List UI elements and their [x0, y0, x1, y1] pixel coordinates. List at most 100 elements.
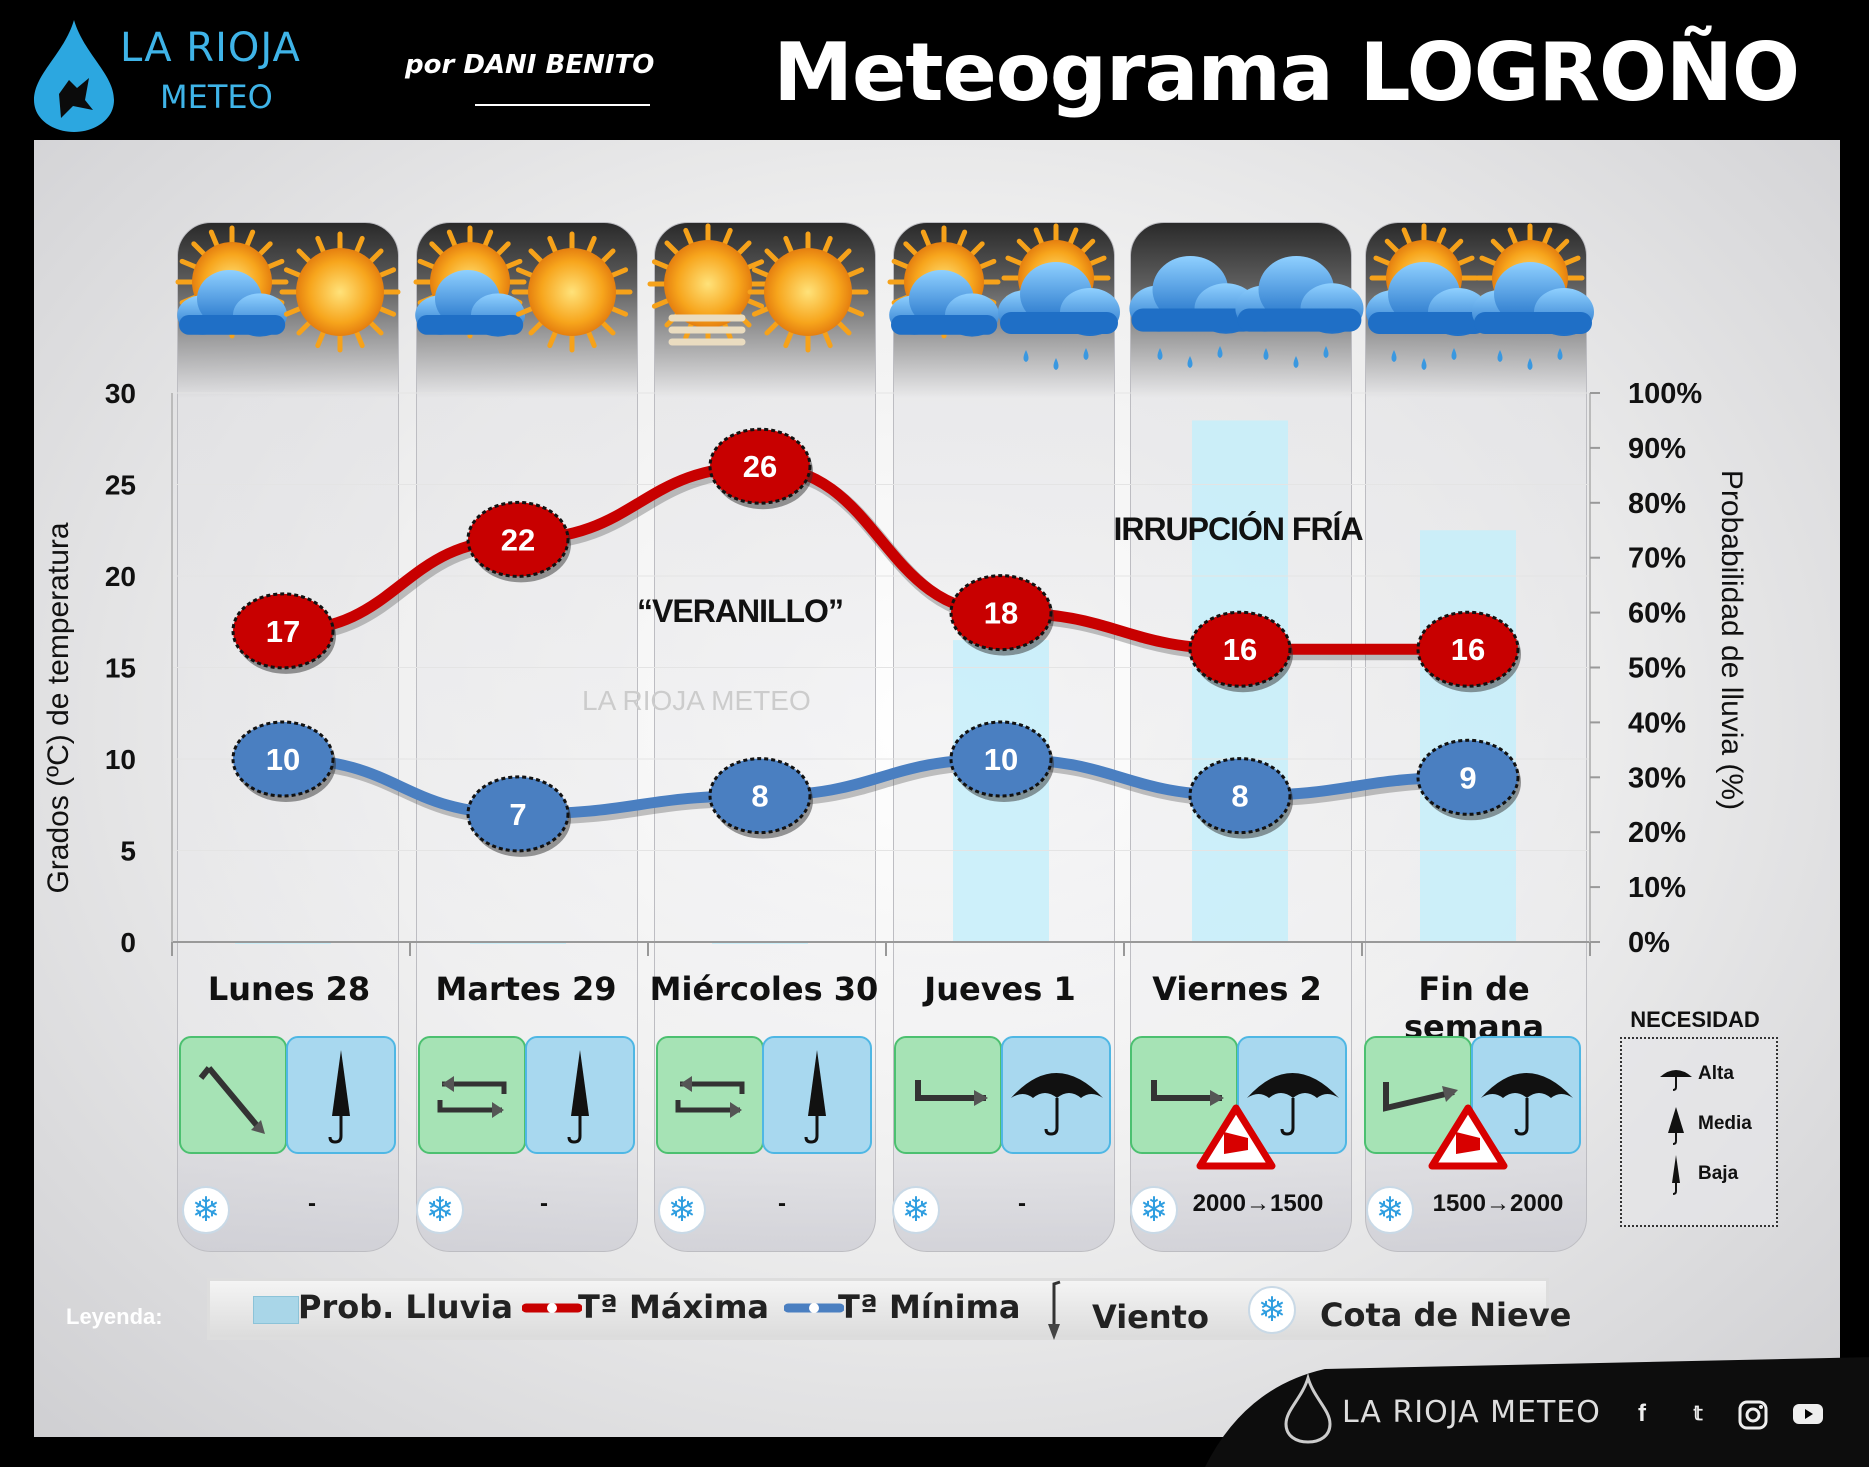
sun-ray: [1373, 255, 1392, 266]
footer-logo-drop-icon: [1284, 1374, 1332, 1444]
cloud-part: [417, 315, 524, 335]
sun-ray: [736, 240, 752, 256]
partly-cloudy-rain-icon: [998, 223, 1120, 370]
sun-ray: [1554, 238, 1570, 254]
umbrella-open-icon: [1481, 1073, 1573, 1136]
logo-drop-icon: [34, 20, 114, 132]
min-temp-point: [466, 775, 570, 853]
sun-ray: [191, 241, 207, 257]
min-temp-data-label: 10: [984, 742, 1018, 777]
sun-ray: [1436, 227, 1447, 246]
max-temp-point: [231, 592, 335, 670]
y-tick-label: 10: [105, 744, 136, 775]
cloudy-rain-icon: [1129, 256, 1258, 368]
sun-ray: [751, 267, 770, 278]
sun-ray: [257, 241, 273, 257]
snow-level-4: -: [1018, 1190, 1026, 1217]
sun-ray: [783, 330, 794, 349]
y2-tick-label: 60%: [1628, 598, 1686, 630]
sun-ray: [296, 248, 312, 264]
sun-ray: [722, 227, 733, 246]
sun-ray: [746, 298, 765, 309]
footer-brand: LA RIOJA METEO: [1342, 1395, 1601, 1430]
twitter-icon[interactable]: 𝕥: [1693, 1403, 1703, 1425]
byline-underline: [475, 104, 650, 106]
sun-ray: [179, 258, 198, 270]
sun-ray: [378, 267, 397, 278]
rain-drop: [1157, 348, 1163, 360]
sun-ray: [764, 248, 780, 264]
wind-arrow-w-icon: [915, 1080, 988, 1106]
y2-tick-label: 40%: [1628, 707, 1686, 739]
umbrella-closed-icon: [804, 1050, 826, 1144]
sun-ray: [1542, 227, 1553, 246]
rain-drop: [1421, 358, 1427, 370]
legend-wind-label: Viento: [1092, 1298, 1209, 1336]
sun-ray: [600, 248, 616, 264]
min-temp-point: [1188, 757, 1292, 835]
max-temp-point: [949, 574, 1053, 652]
y2-tick-label: 10%: [1628, 872, 1686, 904]
sun-ray: [586, 235, 597, 254]
sun-ray: [446, 229, 458, 248]
day-label-2: Martes 29: [435, 970, 617, 1008]
y2-tick-label: 50%: [1628, 653, 1686, 685]
max-temp-line-shadow: [285, 463, 1471, 661]
sun-ray: [651, 298, 670, 309]
necesidad-media: Media: [1698, 1113, 1752, 1134]
legend-min-label: Tª Mínima: [838, 1288, 1021, 1326]
day-label-1: Lunes 28: [207, 970, 371, 1008]
umbrella-box-2: [525, 1036, 635, 1154]
sun-ray: [296, 320, 312, 336]
wind-arrow-nw-icon: [198, 1066, 265, 1134]
min-temp-point: [1416, 738, 1520, 816]
sun-ray: [208, 229, 220, 248]
max-temp-point: [708, 427, 812, 505]
sun-ray: [283, 306, 302, 317]
max-temp-data-label: 16: [1223, 632, 1257, 667]
sun-ray: [978, 258, 997, 270]
min-temp-point: [708, 757, 812, 835]
sun-disc: [528, 248, 616, 336]
watermark: LA RIOJA METEO: [582, 685, 811, 716]
sun-ray: [836, 248, 852, 264]
rain-drop: [1023, 350, 1029, 362]
sun-ray: [515, 267, 534, 278]
facebook-icon[interactable]: f: [1638, 1400, 1646, 1427]
sun-ray: [651, 259, 670, 270]
sunny-icon: [279, 231, 401, 353]
max-temp-data-label: 26: [743, 449, 777, 484]
sun-ray: [482, 229, 494, 248]
rain-bar: [1420, 530, 1516, 942]
sun-ray: [891, 258, 910, 270]
cloud-part: [1368, 312, 1486, 334]
y2-tick-label: 100%: [1628, 378, 1702, 410]
sun-ray: [1088, 255, 1107, 266]
umbrella-box-3: [762, 1036, 872, 1154]
sun-ray: [586, 330, 597, 349]
snowflake-icon: ❄: [416, 1186, 464, 1234]
rain-drop: [1293, 356, 1299, 368]
sun-ray: [1068, 227, 1079, 246]
instagram-icon[interactable]: [1738, 1400, 1768, 1430]
day-label-4: Jueves 1: [924, 970, 1076, 1008]
sun-ray: [354, 235, 365, 254]
sun-ray: [903, 241, 919, 257]
sun-ray: [822, 330, 833, 349]
rain-drop: [1217, 346, 1223, 358]
youtube-icon[interactable]: [1792, 1402, 1824, 1428]
sun-ray: [836, 320, 852, 336]
max-temp-data-label: 22: [501, 522, 535, 557]
wind-warning-icon: [1196, 1104, 1276, 1170]
sun-ray: [956, 229, 968, 248]
sun-ray: [764, 320, 780, 336]
sun-ray: [822, 235, 833, 254]
sun-ray: [1507, 227, 1518, 246]
sun-ray: [368, 248, 384, 264]
y-tick-label: 5: [120, 836, 136, 867]
cloud-part: [1131, 308, 1256, 332]
sun-ray: [515, 306, 534, 317]
umbrella-open-icon: [1247, 1073, 1339, 1136]
rain-drop: [1557, 348, 1563, 360]
